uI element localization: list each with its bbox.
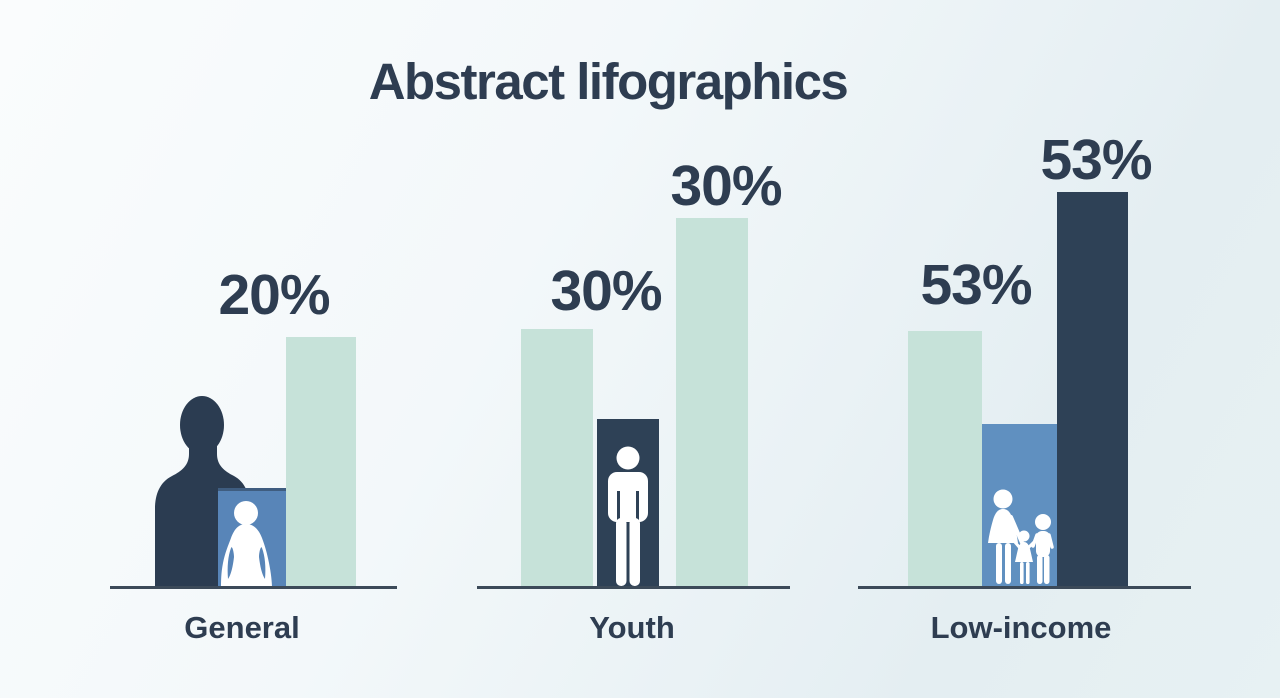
baseline-low-income <box>858 586 1191 589</box>
group-label-low-income: Low-income <box>930 610 1112 645</box>
bar-mint-general <box>286 337 356 589</box>
page-title: Abstract lifographics <box>368 53 849 110</box>
bar-dark-low-income <box>1057 192 1128 589</box>
family-icon <box>988 489 1054 584</box>
man-figure-icon <box>608 446 648 586</box>
percent-label-low-income-left: 53% <box>920 253 1032 317</box>
bar-mint-youth-right <box>676 218 748 589</box>
percent-label-youth-left: 30% <box>550 259 662 323</box>
bar-mint-low-income <box>908 331 982 589</box>
percent-label-low-income-right: 53% <box>1040 128 1152 192</box>
percent-label-general: 20% <box>218 263 330 327</box>
group-label-youth: Youth <box>589 610 675 645</box>
baseline-youth <box>477 586 790 589</box>
woman-figure-icon <box>221 501 272 589</box>
bar-mint-youth-left <box>521 329 593 589</box>
group-label-general: General <box>184 610 300 645</box>
percent-label-youth-right: 30% <box>670 154 782 218</box>
baseline-general <box>110 586 397 589</box>
